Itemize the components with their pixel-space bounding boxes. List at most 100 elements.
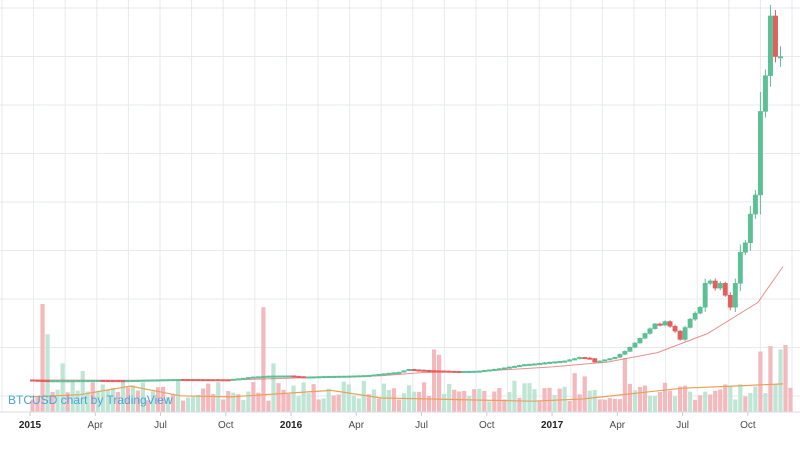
volume-bar	[115, 391, 120, 412]
candle-down	[431, 370, 437, 373]
candle-down	[35, 379, 40, 382]
candle-up	[281, 375, 286, 378]
volume-bar	[723, 384, 728, 412]
volume-bar	[652, 395, 658, 412]
candle-up	[647, 328, 653, 334]
volume-bar	[462, 390, 467, 412]
candle-up	[346, 375, 352, 378]
volume-bar	[221, 399, 226, 412]
volume-bar	[522, 383, 527, 412]
volume-bar	[632, 390, 637, 412]
candle-down	[205, 379, 211, 382]
candle-up	[286, 375, 291, 378]
candle-up	[145, 379, 151, 382]
volume-bar	[512, 380, 517, 412]
candle-up	[652, 323, 658, 329]
candle-up	[70, 380, 76, 383]
volume-bar	[743, 396, 748, 412]
volume-bar	[577, 394, 582, 412]
candle-up	[501, 367, 507, 370]
volume-bar	[527, 383, 532, 412]
candle-down	[296, 375, 302, 378]
candle-up	[562, 360, 568, 363]
candle-up	[527, 363, 532, 366]
candle-up	[125, 380, 131, 383]
volume-bar	[226, 390, 231, 412]
volume-bar	[683, 385, 688, 412]
candle-up	[557, 361, 563, 364]
volume-bar	[130, 385, 135, 412]
candle-down	[115, 380, 121, 383]
volume-bar	[411, 391, 417, 412]
volume-bar	[120, 380, 125, 412]
volume-bar	[165, 397, 171, 412]
volume-bar	[286, 393, 291, 412]
x-tick-label: Jul	[676, 420, 689, 431]
volume-bar	[40, 304, 45, 412]
x-tick-label: 2015	[19, 420, 42, 431]
candle-up	[396, 371, 402, 374]
candle-down	[421, 369, 427, 372]
candle-up	[552, 361, 558, 364]
candle-down	[446, 370, 452, 373]
candle-up	[336, 375, 342, 378]
volume-bar	[672, 396, 678, 412]
volume-bar	[728, 386, 733, 412]
candle-up	[491, 368, 497, 371]
candle-down	[441, 370, 447, 373]
volume-bar	[186, 397, 191, 412]
candle-up	[326, 375, 332, 378]
volume-bar	[768, 346, 773, 412]
candle-up	[341, 375, 347, 378]
volume-bar	[306, 393, 311, 412]
volume-bar	[85, 391, 90, 412]
volume-bar	[432, 349, 437, 412]
volume-bar	[391, 388, 397, 412]
candle-up	[351, 375, 357, 378]
candle-up	[95, 380, 101, 383]
candle-up	[366, 375, 372, 378]
candle-up	[271, 375, 276, 378]
volume-bar	[647, 395, 653, 412]
candle-down	[426, 369, 432, 372]
volume-bar	[361, 380, 366, 412]
candle-up	[60, 380, 66, 383]
candle-down	[200, 379, 206, 382]
volume-bar	[90, 382, 95, 412]
volume-bar	[145, 400, 151, 412]
candle-up	[622, 351, 628, 355]
candle-up	[617, 354, 623, 358]
candle-up	[85, 380, 91, 383]
volume-bar	[231, 392, 236, 412]
candle-up	[140, 379, 146, 382]
volume-bar	[396, 399, 402, 412]
candle-up	[702, 283, 708, 308]
volume-bar	[291, 385, 296, 412]
volume-bar	[386, 390, 392, 412]
volume-bar	[758, 351, 763, 412]
volume-bar	[452, 389, 457, 412]
volume-bar	[426, 396, 432, 412]
candle-down	[30, 379, 35, 382]
volume-bar	[356, 398, 361, 412]
volume-bar	[487, 401, 492, 412]
candle-up	[230, 378, 236, 381]
volume-bar	[376, 398, 381, 412]
candle-up	[662, 321, 668, 326]
volume-bar	[251, 382, 256, 412]
watermark[interactable]: BTCUSD chart by TradingView	[8, 393, 173, 407]
time-axis[interactable]: 2015 Apr Jul Oct 2016 Apr Jul Oct 2017 Apr Jul Oct	[19, 412, 756, 431]
volume-bar	[100, 384, 105, 412]
candle-up	[471, 370, 477, 373]
volume-bar	[708, 394, 713, 412]
volume-bar	[206, 383, 211, 412]
x-tick-label: Oct	[479, 420, 495, 431]
volume-bar	[155, 387, 161, 412]
volume-bar	[30, 399, 35, 412]
volume-bar	[622, 358, 627, 412]
candle-down	[180, 379, 186, 382]
candle-up	[542, 362, 547, 365]
candle-up	[496, 368, 502, 371]
candle-up	[732, 283, 738, 308]
candle-down	[592, 358, 598, 363]
